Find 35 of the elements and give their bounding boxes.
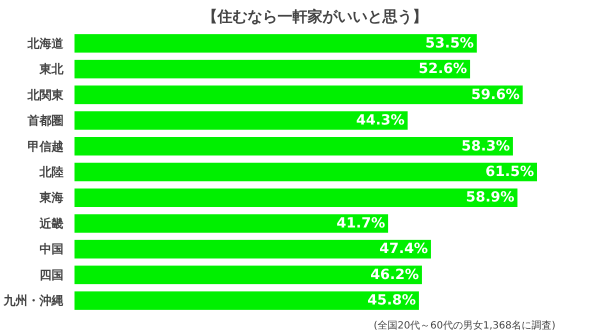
bar xyxy=(74,86,523,104)
y-tick-label: 東北 xyxy=(38,62,64,76)
y-tick-label: 九州・沖縄 xyxy=(2,294,64,308)
bar xyxy=(74,291,419,310)
y-tick-label: 北海道 xyxy=(26,36,64,50)
y-tick-label: 首都圏 xyxy=(26,114,64,128)
data-label: 44.3% xyxy=(356,112,405,129)
data-label: 45.8% xyxy=(367,292,416,309)
y-tick-label: 中国 xyxy=(40,242,64,256)
data-label: 59.6% xyxy=(471,86,520,103)
bar xyxy=(74,60,470,78)
bar xyxy=(74,137,513,156)
y-tick-label: 甲信越 xyxy=(28,139,64,154)
y-tick-label: 北陸 xyxy=(38,165,64,179)
bar xyxy=(74,214,388,233)
bar xyxy=(74,240,431,258)
y-tick-label: 近畿 xyxy=(38,216,64,230)
bar xyxy=(74,266,422,284)
y-tick-label: 四国 xyxy=(40,268,64,282)
data-label: 53.5% xyxy=(425,35,474,52)
data-label: 58.3% xyxy=(461,138,510,154)
data-label: 47.4% xyxy=(379,241,428,258)
bar xyxy=(74,34,477,53)
text: (全国20代～60代の男女1,368名に調査) xyxy=(374,320,556,332)
bar xyxy=(74,162,537,182)
data-label: 61.5% xyxy=(485,164,534,180)
y-tick-label: 北関東 xyxy=(26,88,64,102)
y-tick-label: 東海 xyxy=(38,190,64,205)
chart-title: 【住むなら一軒家がいいと思う】 xyxy=(202,8,428,26)
bar xyxy=(74,188,518,207)
data-label: 58.9% xyxy=(466,190,514,206)
data-label: 46.2% xyxy=(370,266,419,283)
data-label: 41.7% xyxy=(336,215,386,232)
data-label: 52.6% xyxy=(418,61,468,78)
bar xyxy=(74,111,408,130)
